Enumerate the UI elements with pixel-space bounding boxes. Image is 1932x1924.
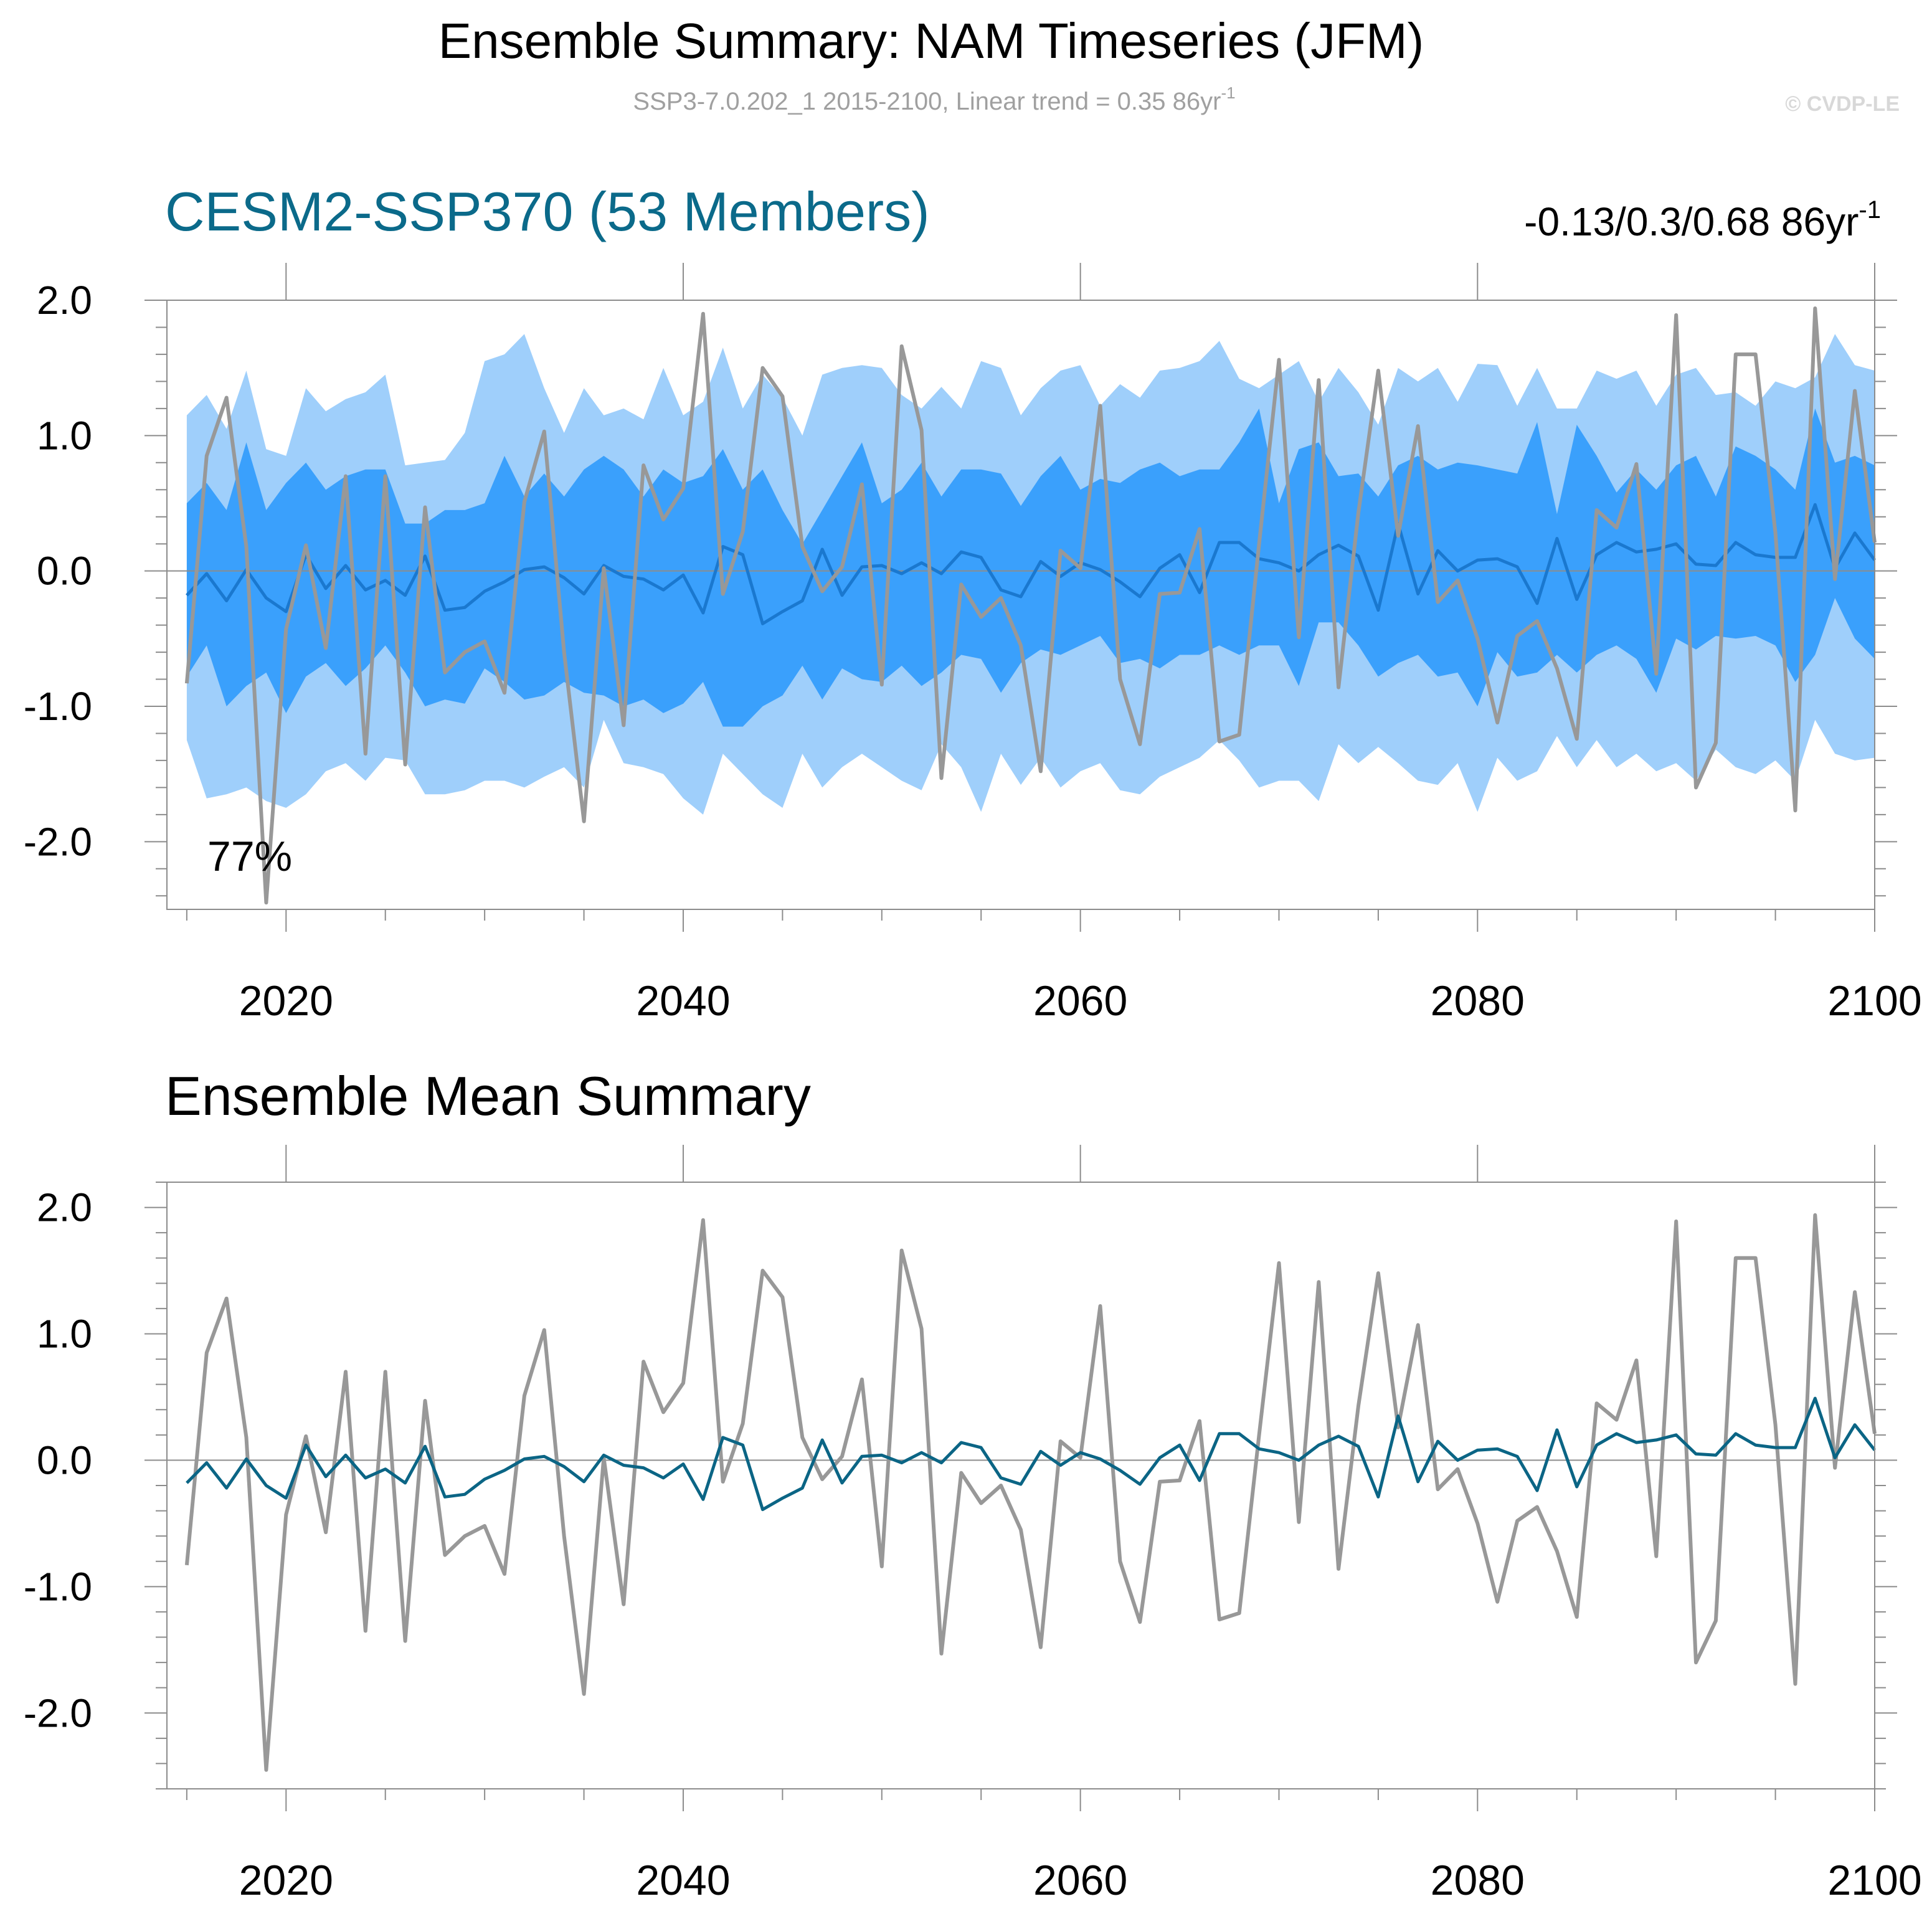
copyright-label: © CVDP-LE [1785, 92, 1900, 116]
bottom-x-tick-label: 2040 [636, 1857, 730, 1904]
top-y-tick-label: 0.0 [37, 549, 92, 594]
top-x-tick-label: 2040 [636, 977, 730, 1025]
figure-subtitle: SSP3-7.0.202_1 2015-2100, Linear trend =… [633, 83, 1235, 115]
bottom-y-tick-label: -2.0 [24, 1690, 92, 1735]
top-x-tick-label: 2100 [1827, 977, 1921, 1025]
subtitle-superscript: -1 [1221, 83, 1235, 102]
bottom-x-tick-label: 2080 [1431, 1857, 1525, 1904]
bottom-y-tick-label: -1.0 [24, 1564, 92, 1609]
bottom-panel-title: Ensemble Mean Summary [165, 1065, 811, 1127]
subtitle-main: SSP3-7.0.202_1 2015-2100, Linear trend =… [633, 88, 1221, 115]
figure-title: Ensemble Summary: NAM Timeseries (JFM) [438, 13, 1424, 69]
bottom-x-tick-label: 2100 [1827, 1857, 1921, 1904]
bottom-y-tick-label: 1.0 [37, 1312, 92, 1357]
bottom-panel-plot: 2020 2040 2060 2080 2100 -2.0 -1.0 0.0 1.0 2.0 [24, 1145, 1922, 1904]
top-x-tick-label: 2020 [239, 977, 333, 1025]
top-y-tick-label: -1.0 [24, 684, 92, 729]
top-panel-title: CESM2-SSP370 (53 Members) [165, 181, 930, 242]
top-y-tick-label: 1.0 [37, 413, 92, 458]
top-y-tick-label: -2.0 [24, 819, 92, 864]
bottom-x-tick-label: 2060 [1033, 1857, 1127, 1904]
trend-text: -0.13/0.3/0.68 86yr [1524, 199, 1859, 244]
top-inner-band [186, 408, 1875, 727]
bottom-y-tick-label: 2.0 [37, 1185, 92, 1230]
bottom-y-tick-label: 0.0 [37, 1438, 92, 1482]
bottom-observations-line [184, 1213, 1877, 1772]
top-panel-plot: 2020 2040 2060 2080 2100 -2.0 -1.0 0.0 1.0 2.0 [24, 263, 1922, 1025]
bottom-ensemble-mean-line [186, 1396, 1876, 1512]
trend-superscript: -1 [1859, 196, 1881, 224]
top-panel-trend: -0.13/0.3/0.68 86yr-1 [1524, 196, 1881, 244]
top-x-tick-label: 2080 [1431, 977, 1525, 1025]
percent-label: 77% [207, 833, 292, 880]
top-x-tick-label: 2060 [1033, 977, 1127, 1025]
top-frame [166, 300, 1875, 910]
bottom-x-tick-label: 2020 [239, 1857, 333, 1904]
top-y-tick-label: 2.0 [37, 278, 92, 323]
top-observations-line [184, 306, 1877, 905]
